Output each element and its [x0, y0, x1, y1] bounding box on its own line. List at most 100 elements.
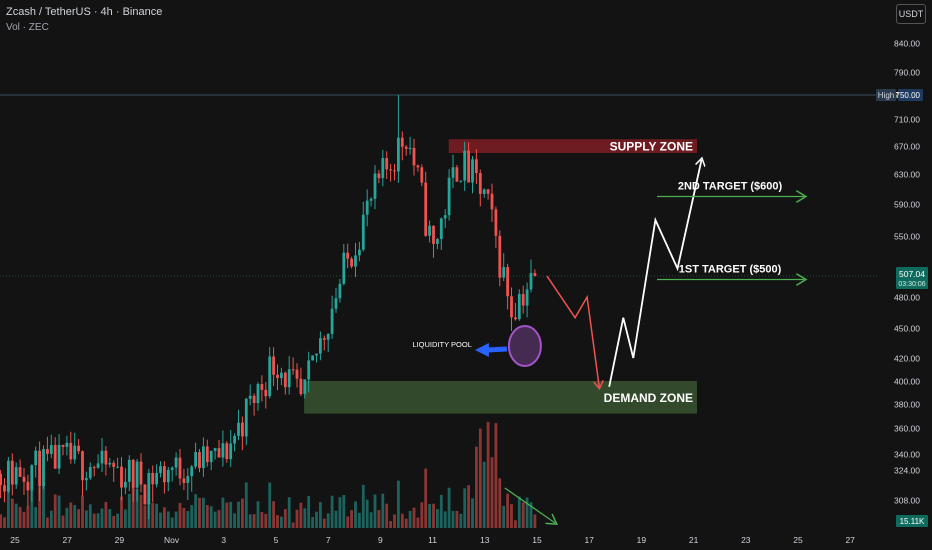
volume-bar	[459, 513, 463, 528]
volume-bar	[198, 497, 201, 528]
current-price-badge	[896, 267, 928, 289]
volume-bar	[299, 502, 303, 528]
candle-body	[186, 476, 190, 483]
volume-bar	[252, 514, 256, 528]
candle-body	[287, 369, 291, 388]
candle-body	[96, 463, 100, 468]
candle-body	[303, 379, 307, 395]
candle-body	[393, 170, 396, 172]
candle-body	[217, 448, 221, 458]
y-tick-label: 480.00	[894, 293, 920, 303]
volume-bar	[280, 516, 283, 528]
candle-body	[420, 167, 424, 183]
demand-zone-box	[304, 381, 697, 414]
candle-body	[280, 372, 283, 379]
y-tick-label: 360.00	[894, 424, 920, 434]
volume-trend-arrow	[504, 487, 555, 523]
candle-body	[525, 289, 529, 306]
candle-body	[436, 239, 439, 244]
candle-body	[498, 235, 502, 278]
candle-body	[486, 189, 490, 194]
volume-bar	[34, 507, 38, 528]
candle-body	[389, 169, 392, 171]
y-tick-label: 380.00	[894, 400, 920, 410]
liquidity-arrow-shaft	[486, 346, 508, 353]
volume-bar	[182, 507, 186, 528]
volume-bar	[525, 497, 529, 528]
volume-bar	[155, 503, 158, 528]
volume-bar	[85, 510, 88, 528]
candle-body	[517, 293, 521, 320]
volume-badge	[896, 515, 928, 527]
candle-body	[190, 466, 194, 477]
volume-bar	[139, 494, 143, 528]
volume-bar	[14, 503, 18, 528]
y-tick-label: 790.00	[894, 68, 920, 78]
candle-body	[428, 225, 431, 236]
volume-bar	[159, 512, 162, 528]
volume-bar	[217, 510, 221, 528]
candle-body	[291, 369, 295, 371]
candle-body	[170, 467, 174, 470]
candle-body	[264, 389, 268, 397]
volume-bar	[77, 509, 80, 528]
volume-bar	[3, 517, 6, 528]
candle-body	[26, 481, 30, 491]
candle-body	[494, 209, 498, 236]
candle-body	[397, 137, 400, 172]
volume-bar	[69, 502, 73, 528]
candle-body	[166, 469, 170, 483]
candle-body	[467, 150, 470, 183]
volume-bar	[53, 494, 57, 528]
high-badge	[876, 89, 896, 101]
volume-bar	[18, 507, 22, 528]
candle-body	[7, 460, 10, 492]
currency-button[interactable]: USDT	[896, 4, 926, 24]
volume-bar	[244, 482, 248, 528]
x-tick-label: 7	[326, 535, 331, 545]
candle-body	[369, 198, 373, 201]
volume-bar	[408, 510, 412, 528]
y-tick-label: 590.00	[894, 200, 920, 210]
volume-bar	[506, 493, 509, 528]
target-label-2: 1ST TARGET ($500)	[679, 263, 782, 275]
volume-bar	[400, 513, 404, 528]
candle-body	[354, 255, 357, 267]
candle-body	[463, 150, 467, 181]
volume-bar	[248, 514, 252, 528]
candle-body	[202, 446, 205, 469]
candle-body	[256, 384, 260, 403]
candle-body	[412, 147, 416, 166]
y-tick-label: 340.00	[894, 450, 920, 460]
volume-bar	[412, 507, 416, 528]
candle-body	[311, 355, 314, 361]
candle-body	[299, 378, 303, 395]
candle-body	[147, 472, 151, 505]
candle-body	[443, 215, 447, 219]
volume-bar	[424, 468, 428, 528]
candle-body	[0, 473, 2, 486]
candle-body	[198, 452, 201, 469]
candle-body	[533, 272, 537, 276]
volume-bar	[533, 514, 537, 528]
volume-bar	[307, 495, 311, 528]
supply-zone-label: SUPPLY ZONE	[610, 140, 693, 154]
volume-bar	[416, 517, 420, 528]
volume-bar	[131, 487, 135, 528]
x-tick-label: 27	[62, 535, 72, 545]
volume-bar	[202, 497, 205, 528]
candle-body	[46, 449, 49, 454]
volume-bar	[334, 510, 338, 528]
volume-bar	[283, 509, 287, 528]
volume-bar	[478, 428, 482, 528]
candle-body	[120, 466, 123, 488]
candle-body	[330, 308, 334, 334]
x-tick-label: 5	[274, 535, 279, 545]
candle-body	[18, 467, 22, 477]
candle-body	[61, 444, 65, 447]
volume-bar	[49, 510, 53, 528]
x-tick-label: 23	[741, 535, 751, 545]
y-tick-label: 420.00	[894, 354, 920, 364]
